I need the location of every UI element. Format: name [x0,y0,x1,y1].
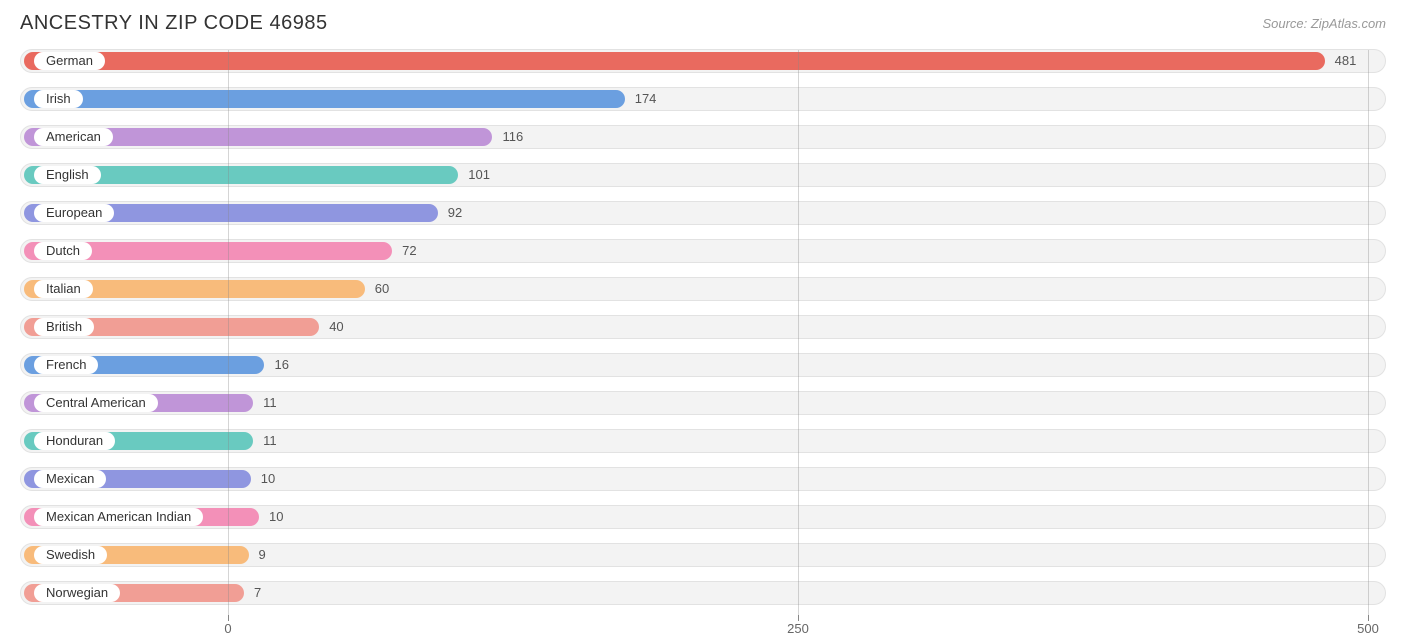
bar-value: 174 [635,90,657,108]
bar-row: Dutch 72 [20,233,1386,267]
bar-row: English 101 [20,157,1386,191]
bar-row: French 16 [20,347,1386,381]
bar-row: British 40 [20,309,1386,343]
bar-label: Central American [34,394,158,412]
source-label: Source: ZipAtlas.com [1262,16,1386,31]
bar-value: 11 [263,394,277,412]
bar-label: British [34,318,94,336]
bar-row: Swedish 9 [20,537,1386,571]
bar-value: 116 [502,128,523,146]
bar-row: German 481 [20,43,1386,77]
bar-label: Mexican American Indian [34,508,203,526]
bar-value: 10 [269,508,283,526]
bar-label: French [34,356,98,374]
bar-value: 10 [261,470,275,488]
bar-row: Norwegian 7 [20,575,1386,609]
x-axis: 0 250 500 [20,613,1386,643]
bar-value: 40 [329,318,343,336]
bar-row: Honduran 11 [20,423,1386,457]
bar-row: Irish 174 [20,81,1386,115]
bar-value: 481 [1335,52,1357,70]
bar-value: 11 [263,432,277,450]
bar-label: English [34,166,101,184]
bar-label: Mexican [34,470,106,488]
chart-title: ANCESTRY IN ZIP CODE 46985 [20,12,328,35]
axis-tick-label: 500 [1357,621,1379,636]
bar-label: American [34,128,113,146]
bar-label: European [34,204,114,222]
bar-value: 16 [274,356,288,374]
bar [24,52,1325,70]
axis-tick-label: 0 [224,621,231,636]
bar-value: 72 [402,242,416,260]
bar-row: Italian 60 [20,271,1386,305]
bar-label: Norwegian [34,584,120,602]
bar-value: 92 [448,204,462,222]
bar-value: 101 [468,166,490,184]
bar-value: 60 [375,280,389,298]
header: ANCESTRY IN ZIP CODE 46985 Source: ZipAt… [0,0,1406,43]
chart-area: German 481 Irish 174 American 116 English 101 Eu… [0,43,1406,609]
bar-row: Mexican American Indian 10 [20,499,1386,533]
bar-label: Honduran [34,432,115,450]
bar-row: Central American 11 [20,385,1386,419]
bar-label: Swedish [34,546,107,564]
bar-label: Dutch [34,242,92,260]
bar-value: 9 [259,546,266,564]
bar-value: 7 [254,584,261,602]
bar-row: Mexican 10 [20,461,1386,495]
axis-tick-label: 250 [787,621,809,636]
gridline [1368,50,1369,618]
bar-label: Irish [34,90,83,108]
bar-label: Italian [34,280,93,298]
gridline [228,50,229,618]
bar-row: European 92 [20,195,1386,229]
gridline [798,50,799,618]
bar-row: American 116 [20,119,1386,153]
bar [24,90,625,108]
bar-label: German [34,52,105,70]
